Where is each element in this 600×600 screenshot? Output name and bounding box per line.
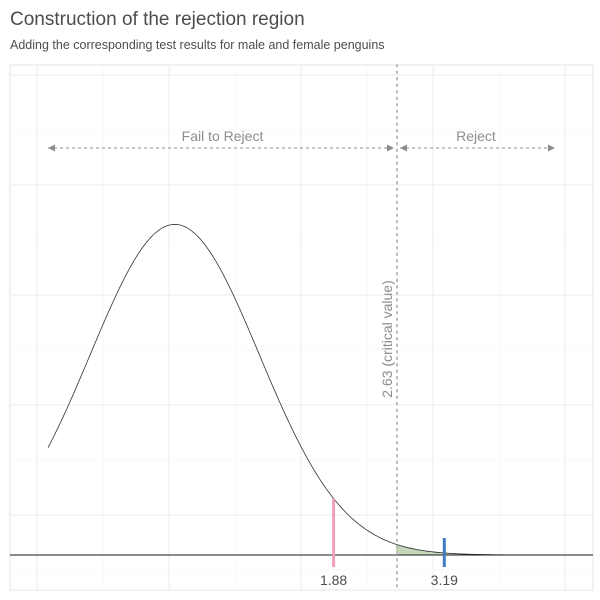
fail-to-reject-label: Fail to Reject	[182, 128, 264, 144]
rejection-area	[396, 544, 556, 556]
test-statistic-label: 1.88	[320, 572, 347, 588]
test-statistics: 1.88 3.19	[320, 498, 458, 588]
arrowhead-right	[547, 144, 555, 152]
plot-panel	[9, 64, 594, 591]
grid	[10, 65, 593, 590]
reject-label: Reject	[456, 128, 496, 144]
chart-title: Construction of the rejection region	[10, 9, 305, 30]
test-statistic-label: 3.19	[431, 572, 458, 588]
arrowhead-left	[399, 144, 407, 152]
region-arrows	[48, 144, 555, 152]
chart-subtitle: Adding the corresponding test results fo…	[10, 38, 385, 52]
density-curve	[47, 223, 555, 556]
arrowhead-right	[386, 144, 394, 152]
arrowhead-left	[48, 144, 56, 152]
critical-value-label: 2.63 (critical value)	[379, 280, 395, 398]
